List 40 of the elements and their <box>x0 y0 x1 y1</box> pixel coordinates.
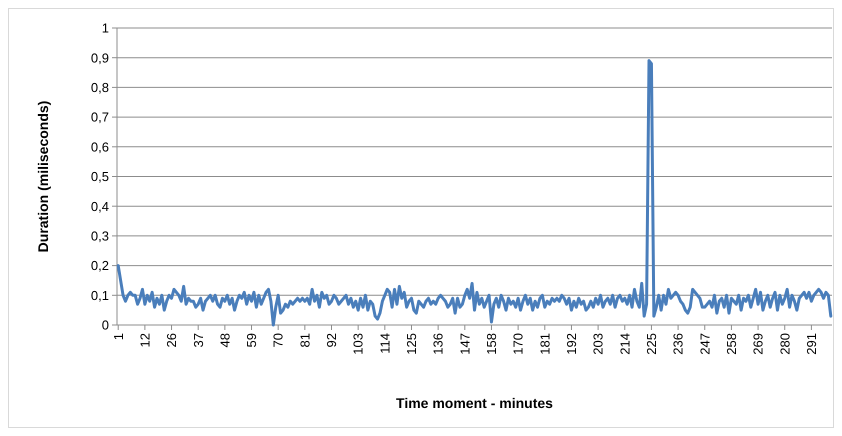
x-tick-label: 1 <box>110 333 126 340</box>
x-tick-label: 136 <box>430 333 446 355</box>
x-tick-label: 147 <box>457 333 472 355</box>
y-tick-label: 0,9 <box>90 50 109 66</box>
x-tick-label: 181 <box>537 333 552 355</box>
x-tick-label: 12 <box>137 333 152 348</box>
x-tick-label: 125 <box>404 333 420 355</box>
x-tick-label: 158 <box>484 333 500 355</box>
y-tick-label: 0,6 <box>90 139 109 154</box>
x-tick-label: 236 <box>670 333 686 355</box>
x-tick-label: 92 <box>324 333 340 348</box>
x-tick-label: 192 <box>564 333 579 355</box>
x-tick-label: 81 <box>297 333 312 348</box>
x-tick-label: 247 <box>697 333 712 355</box>
x-tick-label: 103 <box>350 333 366 355</box>
x-tick-label: 59 <box>244 333 260 348</box>
x-tick-label: 214 <box>617 333 632 355</box>
y-tick-label: 0 <box>102 318 109 333</box>
x-tick-label: 70 <box>270 333 286 348</box>
y-tick-label: 0,5 <box>90 169 109 184</box>
x-axis-title: Time moment - minutes <box>396 395 554 411</box>
x-tick-label: 48 <box>217 333 232 348</box>
y-tick-label: 0,4 <box>90 198 109 214</box>
x-tick-label: 258 <box>724 333 739 355</box>
y-tick-label: 0,7 <box>90 110 109 125</box>
x-tick-label: 203 <box>590 333 606 355</box>
x-tick-label: 114 <box>377 333 392 354</box>
x-tick-label: 269 <box>750 333 766 355</box>
y-tick-label: 0,8 <box>90 80 109 95</box>
x-tick-label: 291 <box>804 333 819 355</box>
x-tick-label: 280 <box>777 333 792 355</box>
y-tick-label: 1 <box>102 20 109 36</box>
x-tick-label: 37 <box>190 333 206 348</box>
x-tick-label: 26 <box>164 333 180 348</box>
y-tick-label: 0,1 <box>90 288 109 303</box>
x-tick-label: 170 <box>510 333 526 355</box>
y-tick-label: 0,3 <box>90 228 109 244</box>
y-axis-title: Duration (miliseconds) <box>35 100 51 252</box>
x-tick-label: 225 <box>644 333 659 355</box>
y-tick-label: 0,2 <box>90 258 109 274</box>
